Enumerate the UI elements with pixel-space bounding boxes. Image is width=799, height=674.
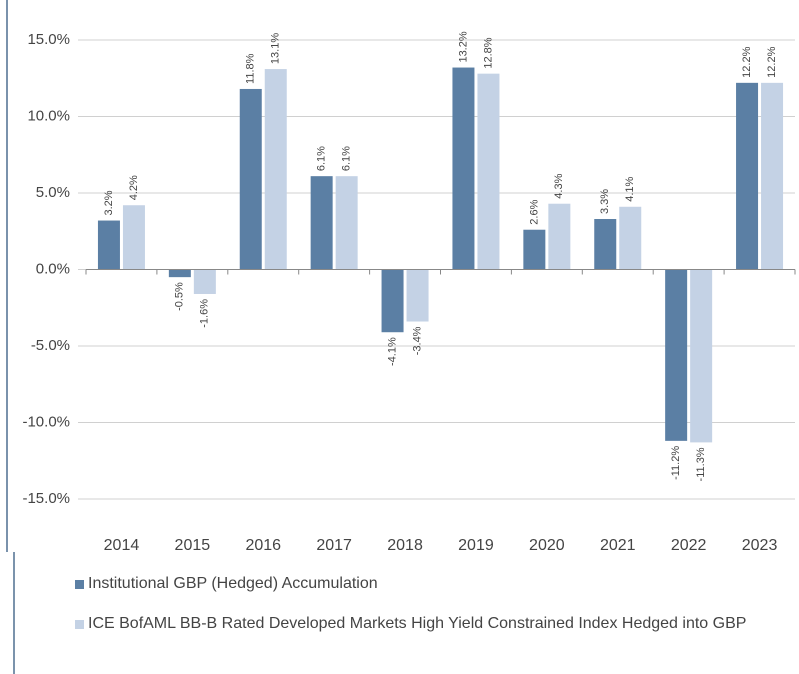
bar <box>381 269 404 333</box>
x-tick-label: 2018 <box>387 537 423 554</box>
data-label: 4.2% <box>128 175 140 200</box>
data-label: 3.3% <box>599 189 611 214</box>
data-label: 6.1% <box>341 146 353 171</box>
data-label: -1.6% <box>199 299 211 328</box>
x-tick-label: 2022 <box>671 537 707 554</box>
data-label: 11.8% <box>245 53 257 84</box>
data-label: 3.2% <box>103 190 115 215</box>
bar <box>406 269 429 322</box>
data-label: 13.2% <box>457 31 469 62</box>
bar <box>122 205 145 270</box>
bar <box>594 219 617 270</box>
x-tick-label: 2016 <box>245 537 281 554</box>
bar <box>335 176 358 270</box>
x-tick-label: 2014 <box>104 537 140 554</box>
bar <box>477 73 500 270</box>
x-tick-label: 2021 <box>600 537 636 554</box>
x-tick-label: 2015 <box>175 537 211 554</box>
legend-label: Institutional GBP (Hedged) Accumulation <box>88 575 378 592</box>
y-tick-label: -10.0% <box>22 413 70 430</box>
x-tick-label: 2019 <box>458 537 494 554</box>
bar <box>690 269 713 443</box>
y-tick-label: 10.0% <box>27 107 70 124</box>
bar <box>523 229 546 270</box>
data-label: 12.8% <box>482 37 494 68</box>
y-tick-label: -5.0% <box>31 337 70 354</box>
bar <box>736 82 759 270</box>
legend-item: Institutional GBP (Hedged) Accumulation <box>75 574 765 594</box>
bar <box>310 176 333 270</box>
bar <box>264 69 287 270</box>
bar <box>761 82 784 270</box>
legend-item: ICE BofAML BB-B Rated Developed Markets … <box>75 614 765 634</box>
data-label: -11.3% <box>695 447 707 481</box>
x-tick-label: 2023 <box>742 537 778 554</box>
data-label: 12.2% <box>766 46 778 77</box>
y-tick-label: -15.0% <box>22 490 70 507</box>
bar <box>548 203 571 270</box>
y-tick-label: 5.0% <box>36 184 70 201</box>
bar <box>239 88 262 270</box>
data-label: -11.2% <box>670 446 682 480</box>
data-label: 6.1% <box>316 146 328 171</box>
bar <box>168 269 191 278</box>
data-label: 2.6% <box>528 199 540 224</box>
data-label: -4.1% <box>386 337 398 366</box>
bar <box>193 269 216 294</box>
y-tick-label: 0.0% <box>36 260 70 277</box>
legend-swatch <box>75 580 84 589</box>
x-tick-label: 2020 <box>529 537 565 554</box>
legend-swatch <box>75 620 84 629</box>
data-label: 4.3% <box>553 173 565 198</box>
data-label: 13.1% <box>270 33 282 64</box>
data-label: 4.1% <box>624 176 636 201</box>
bar <box>665 269 688 441</box>
bar <box>97 220 120 270</box>
bar <box>619 206 642 270</box>
data-label: -3.4% <box>411 326 423 355</box>
legend-label: ICE BofAML BB-B Rated Developed Markets … <box>88 615 747 632</box>
legend: Institutional GBP (Hedged) Accumulation I… <box>75 574 765 654</box>
data-label: -0.5% <box>174 282 186 311</box>
data-label: 12.2% <box>741 46 753 77</box>
y-tick-label: 15.0% <box>27 31 70 48</box>
x-tick-label: 2017 <box>316 537 352 554</box>
bar <box>452 67 475 270</box>
